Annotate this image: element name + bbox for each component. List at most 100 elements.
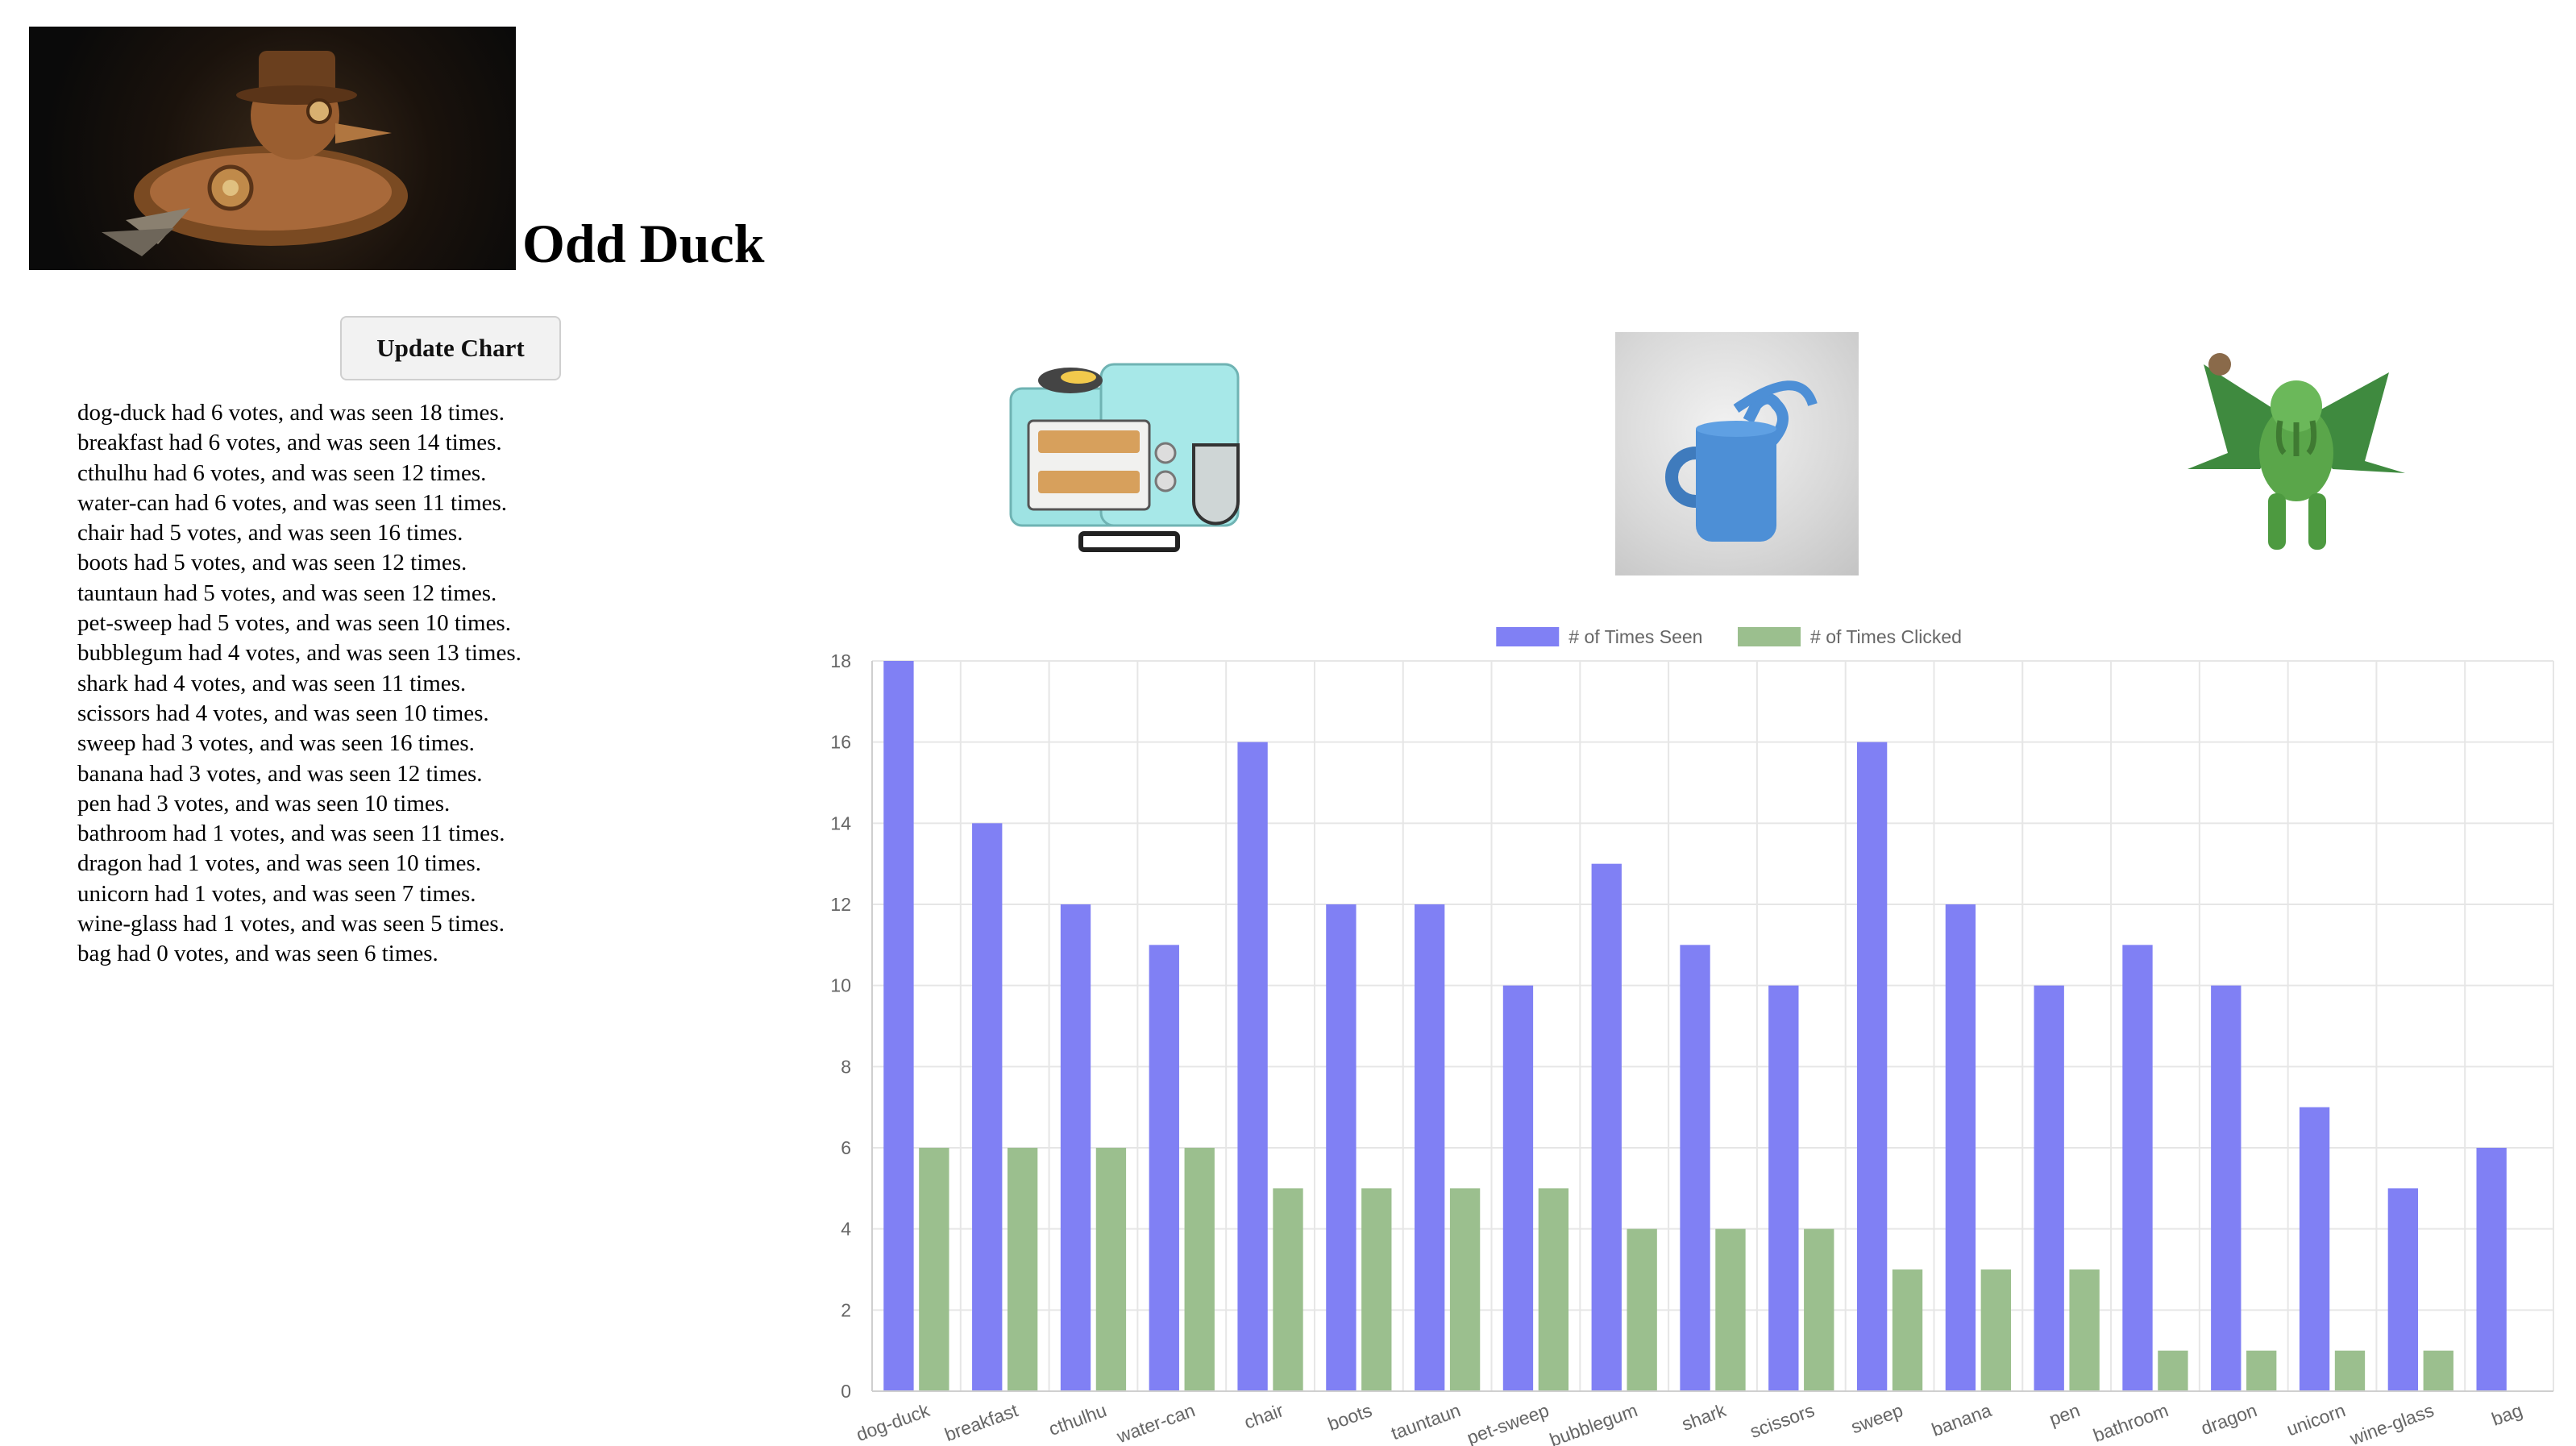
bar-clicked bbox=[1892, 1269, 1923, 1391]
bar-clicked bbox=[1715, 1228, 1746, 1391]
x-tick-label: wine-glass bbox=[2346, 1399, 2437, 1446]
cthulhu-figure-icon bbox=[2188, 353, 2405, 550]
legend-label: # of Times Seen bbox=[1568, 626, 1702, 647]
results-list: dog-duck had 6 votes, and was seen 18 ti… bbox=[77, 398, 521, 970]
bar-clicked bbox=[1980, 1269, 2011, 1391]
result-item: banana had 3 votes, and was seen 12 time… bbox=[77, 760, 483, 787]
bar-clicked bbox=[1538, 1188, 1569, 1391]
watering-can-icon bbox=[1665, 380, 1818, 542]
votes-chart: 0 2 4 6 8 10 12 14 16 18 dog-duck breakfast cthulhu w… bbox=[790, 613, 2571, 1446]
bar-clicked bbox=[1449, 1188, 1481, 1391]
bar-seen bbox=[1768, 985, 1799, 1391]
bar-clicked bbox=[1627, 1228, 1657, 1391]
bar-seen bbox=[883, 661, 914, 1391]
product-image-cthulhu[interactable] bbox=[2171, 332, 2415, 575]
x-tick-label: unicorn bbox=[2283, 1399, 2348, 1440]
update-chart-button[interactable]: Update Chart bbox=[340, 316, 561, 380]
bar-clicked bbox=[1361, 1188, 1392, 1391]
bar-clicked bbox=[1804, 1228, 1834, 1391]
y-tick-label: 6 bbox=[841, 1137, 851, 1158]
odd-duck-hero-image bbox=[29, 27, 516, 270]
y-tick-label: 4 bbox=[841, 1219, 851, 1240]
bar-seen bbox=[1326, 904, 1357, 1391]
result-item: bubblegum had 4 votes, and was seen 13 t… bbox=[77, 640, 521, 667]
result-item: bag had 0 votes, and was seen 6 times. bbox=[77, 941, 438, 967]
x-tick-label: pet-sweep bbox=[1465, 1399, 1552, 1446]
bar-seen bbox=[2211, 985, 2242, 1391]
x-tick-label: bathroom bbox=[2090, 1399, 2171, 1446]
bar-clicked bbox=[2158, 1350, 2188, 1391]
y-tick-label: 0 bbox=[841, 1381, 851, 1402]
result-item: breakfast had 6 votes, and was seen 14 t… bbox=[77, 430, 502, 456]
bar-clicked bbox=[2334, 1350, 2366, 1391]
x-tick-label: bubblegum bbox=[1547, 1399, 1640, 1446]
x-tick-label: water-can bbox=[1113, 1399, 1198, 1446]
result-item: unicorn had 1 votes, and was seen 7 time… bbox=[77, 880, 476, 907]
x-tick-label: tauntaun bbox=[1388, 1399, 1463, 1444]
bar-seen bbox=[1149, 945, 1179, 1391]
y-tick-label: 2 bbox=[841, 1299, 851, 1320]
bar-seen bbox=[1680, 945, 1710, 1391]
bar-seen bbox=[2299, 1107, 2330, 1391]
bar-seen bbox=[1502, 985, 1534, 1391]
y-tick-label: 8 bbox=[841, 1056, 851, 1077]
bar-clicked bbox=[2069, 1269, 2100, 1391]
breakfast-maker-icon bbox=[1009, 363, 1240, 552]
x-tick-label: cthulhu bbox=[1046, 1399, 1110, 1440]
legend-swatch bbox=[1738, 627, 1801, 646]
result-item: cthulhu had 6 votes, and was seen 12 tim… bbox=[77, 459, 487, 486]
result-item: dog-duck had 6 votes, and was seen 18 ti… bbox=[77, 400, 505, 426]
bar-clicked bbox=[1007, 1148, 1038, 1391]
y-tick-label: 10 bbox=[830, 975, 851, 996]
bar-clicked bbox=[2423, 1350, 2453, 1391]
bar-seen bbox=[1856, 742, 1888, 1391]
x-tick-label: dragon bbox=[2198, 1399, 2259, 1439]
bar-seen bbox=[2122, 945, 2153, 1391]
legend-label: # of Times Clicked bbox=[1810, 626, 1962, 647]
product-image-breakfast[interactable] bbox=[1004, 332, 1248, 575]
bar-clicked bbox=[1184, 1148, 1215, 1391]
page-title: Odd Duck bbox=[522, 213, 765, 274]
steampunk-duck-icon bbox=[102, 51, 408, 256]
bar-clicked bbox=[1273, 1188, 1303, 1391]
bar-seen bbox=[2387, 1188, 2419, 1391]
result-item: tauntaun had 5 votes, and was seen 12 ti… bbox=[77, 580, 497, 606]
product-image-water-can[interactable] bbox=[1615, 332, 1859, 575]
x-tick-label: shark bbox=[1679, 1399, 1729, 1435]
x-tick-label: breakfast bbox=[942, 1399, 1021, 1445]
result-item: water-can had 6 votes, and was seen 11 t… bbox=[77, 489, 508, 516]
y-tick-label: 14 bbox=[830, 812, 851, 833]
result-item: pen had 3 votes, and was seen 10 times. bbox=[77, 790, 451, 816]
x-tick-label: bag bbox=[2489, 1399, 2525, 1430]
bar-seen bbox=[2476, 1148, 2507, 1391]
bar-clicked bbox=[2246, 1350, 2277, 1391]
y-tick-label: 16 bbox=[830, 732, 851, 753]
x-tick-label: dog-duck bbox=[854, 1399, 933, 1445]
bar-seen bbox=[1945, 904, 1976, 1391]
bar-seen bbox=[1591, 863, 1622, 1391]
bar-seen bbox=[1237, 742, 1268, 1391]
bar-clicked bbox=[1095, 1148, 1127, 1391]
result-item: dragon had 1 votes, and was seen 10 time… bbox=[77, 850, 481, 877]
x-tick-label: chair bbox=[1241, 1399, 1286, 1433]
bar-clicked bbox=[919, 1148, 949, 1391]
x-tick-label: sweep bbox=[1848, 1399, 1905, 1437]
x-tick-label: banana bbox=[1929, 1399, 1994, 1440]
y-tick-label: 18 bbox=[830, 650, 851, 671]
result-item: chair had 5 votes, and was seen 16 times… bbox=[77, 520, 463, 546]
legend-swatch bbox=[1496, 627, 1560, 646]
bar-seen bbox=[2034, 985, 2064, 1391]
x-tick-label: pen bbox=[2046, 1399, 2083, 1430]
x-tick-label: boots bbox=[1325, 1399, 1375, 1435]
result-item: sweep had 3 votes, and was seen 16 times… bbox=[77, 730, 475, 757]
y-tick-label: 12 bbox=[830, 894, 851, 915]
result-item: pet-sweep had 5 votes, and was seen 10 t… bbox=[77, 610, 511, 637]
result-item: scissors had 4 votes, and was seen 10 ti… bbox=[77, 700, 489, 726]
result-item: wine-glass had 1 votes, and was seen 5 t… bbox=[77, 911, 505, 937]
bar-seen bbox=[1415, 904, 1445, 1391]
result-item: bathroom had 1 votes, and was seen 11 ti… bbox=[77, 821, 505, 847]
x-tick-label: scissors bbox=[1747, 1399, 1818, 1442]
result-item: boots had 5 votes, and was seen 12 times… bbox=[77, 550, 467, 576]
result-item: shark had 4 votes, and was seen 11 times… bbox=[77, 670, 467, 696]
